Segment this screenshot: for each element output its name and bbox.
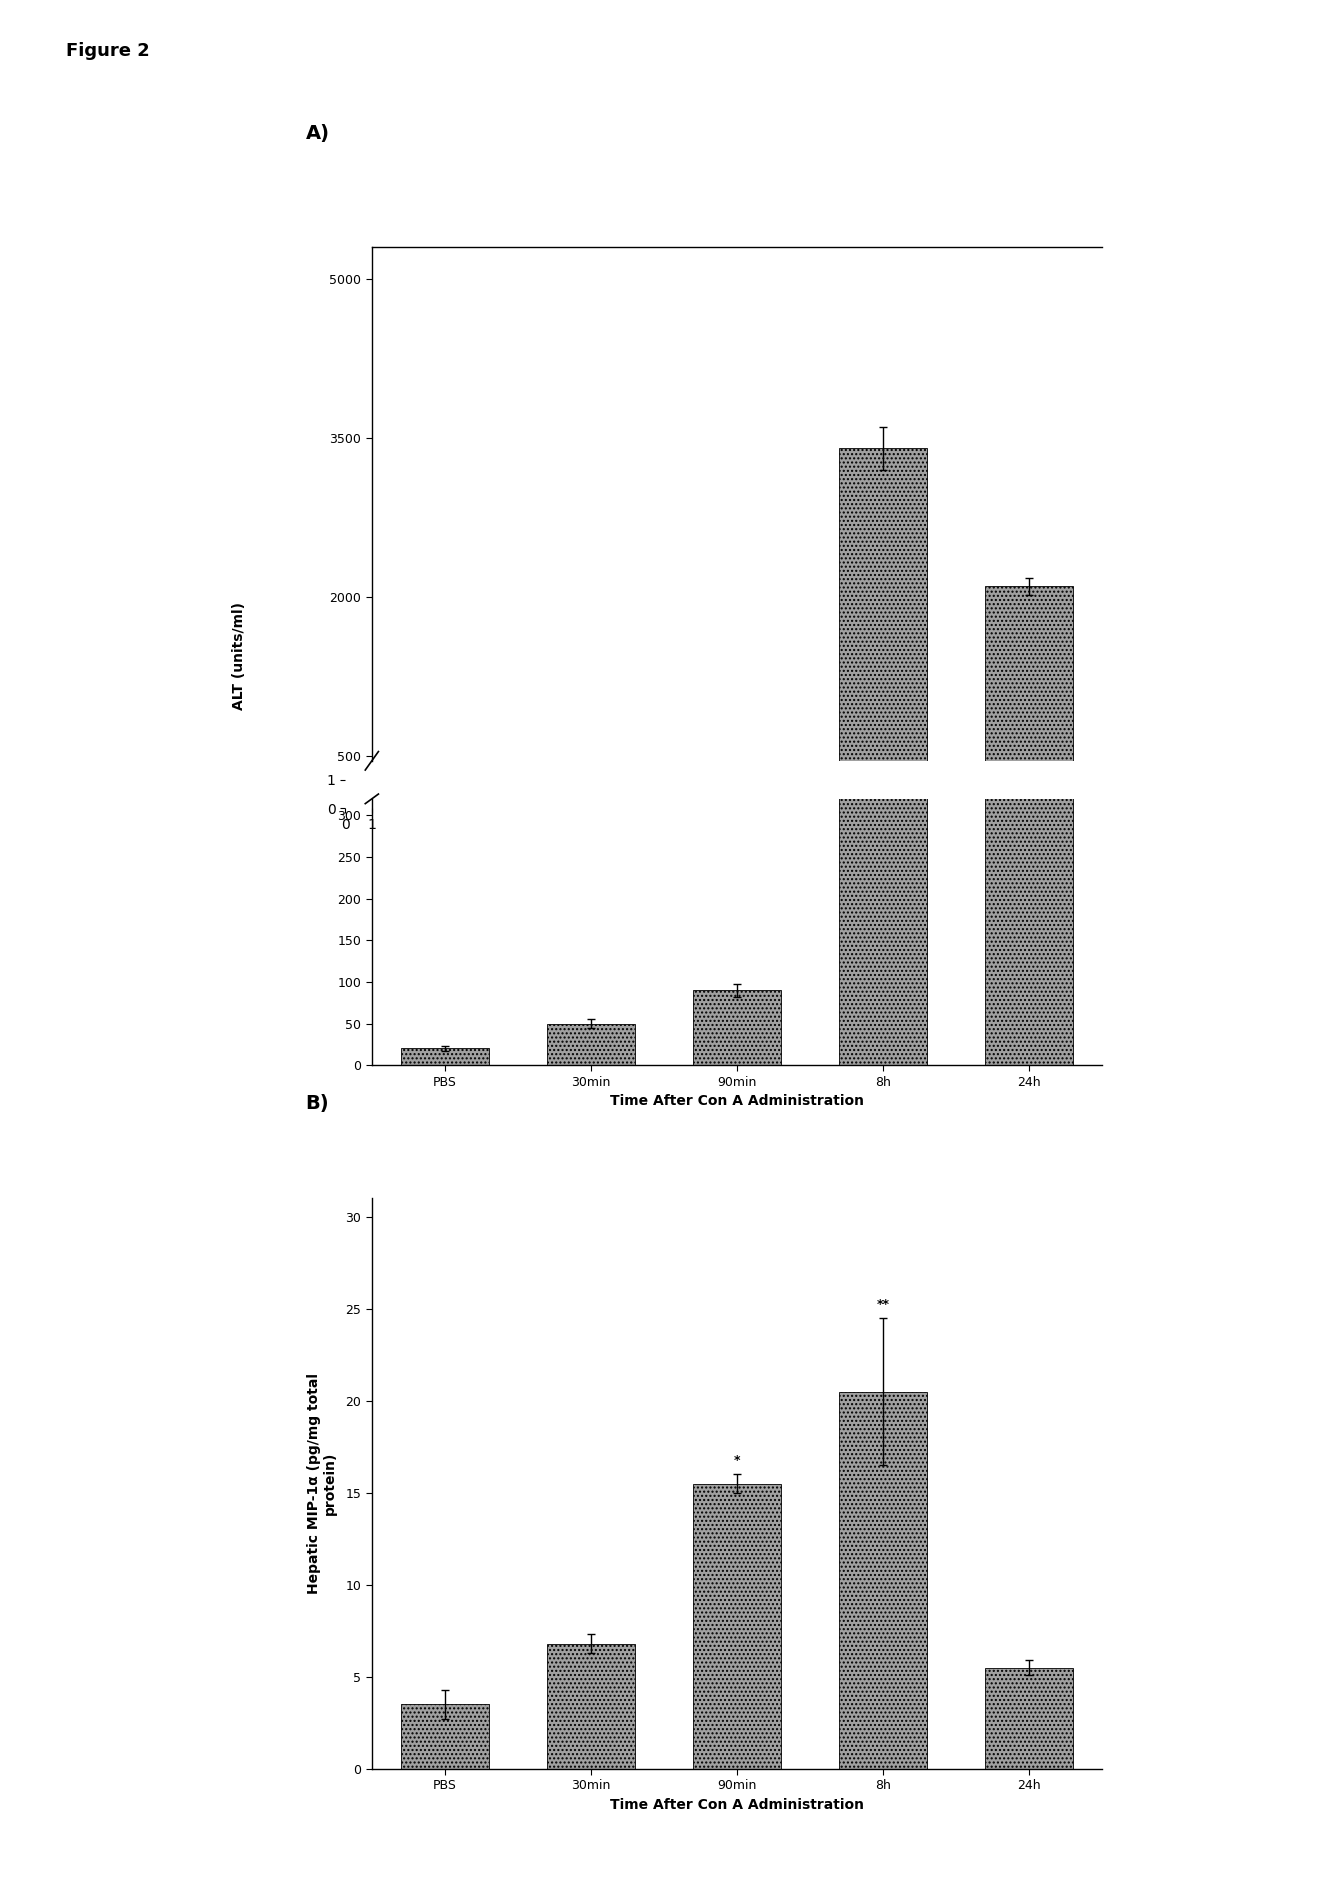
Text: B): B) [305,1094,329,1113]
Bar [401,806,489,808]
X-axis label: Time After Con A Administration: Time After Con A Administration [610,1797,865,1813]
Text: Figure 2: Figure 2 [66,42,150,59]
Text: *: * [734,1453,740,1466]
Bar [985,0,1073,1065]
Bar [839,0,927,1065]
Text: ALT (units/ml): ALT (units/ml) [232,603,246,709]
Bar [401,1048,489,1065]
Bar [839,1392,927,1769]
Text: **: ** [876,1297,890,1310]
Bar [693,991,781,1065]
Bar [693,799,781,808]
Bar [401,1704,489,1769]
Bar [985,586,1073,808]
Text: A): A) [305,124,329,143]
Y-axis label: Hepatic MIP-1α (pg/mg total
protein): Hepatic MIP-1α (pg/mg total protein) [307,1373,337,1594]
Bar [839,449,927,808]
X-axis label: Time After Con A Administration: Time After Con A Administration [610,1094,865,1109]
Bar [985,1668,1073,1769]
Bar [547,1643,635,1769]
Bar [693,1484,781,1769]
Bar [547,803,635,808]
Bar [547,1023,635,1065]
